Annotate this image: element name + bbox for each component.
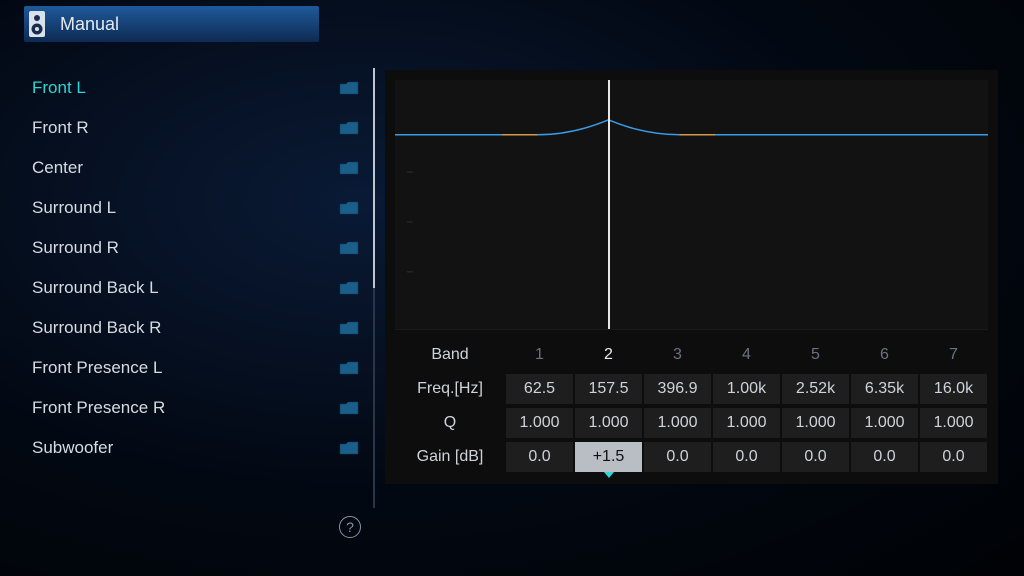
channel-label: Front L [32,78,86,98]
content: Band 1234567 Freq.[Hz] 62.5157.5396.91.0… [375,48,1024,576]
channel-label: Center [32,158,83,178]
q-cell[interactable]: 1.000 [920,408,987,438]
main: Front L Front R Center Surround L Surround R… [0,48,1024,576]
band-number[interactable]: 2 [575,340,642,370]
gain-cell[interactable]: 0.0 [713,442,780,472]
channel-label: Surround R [32,238,119,258]
eq-graph [395,80,988,330]
sidebar-item-channel[interactable]: Front Presence L [32,348,359,388]
q-label: Q [395,414,505,432]
sidebar-item-channel[interactable]: Front L [32,68,359,108]
channel-label: Front Presence L [32,358,162,378]
gain-cell[interactable]: 0.0 [782,442,849,472]
freq-row: Freq.[Hz] 62.5157.5396.91.00k2.52k6.35k1… [395,372,988,406]
eq-table: Band 1234567 Freq.[Hz] 62.5157.5396.91.0… [395,338,988,474]
gain-label: Gain [dB] [395,448,505,466]
sidebar-item-channel[interactable]: Surround Back L [32,268,359,308]
channel-label: Front R [32,118,89,138]
folder-icon [339,321,359,335]
sidebar-item-channel[interactable]: Surround L [32,188,359,228]
q-cell[interactable]: 1.000 [506,408,573,438]
channel-label: Surround Back R [32,318,161,338]
band-number[interactable]: 6 [851,340,918,370]
gain-cell[interactable]: 0.0 [644,442,711,472]
freq-cell[interactable]: 1.00k [713,374,780,404]
sidebar-item-channel[interactable]: Surround Back R [32,308,359,348]
page-title: Manual [60,14,119,35]
gain-cell[interactable]: 0.0 [920,442,987,472]
freq-cell[interactable]: 396.9 [644,374,711,404]
sidebar-item-channel[interactable]: Front Presence R [32,388,359,428]
header: Manual [0,0,1024,48]
channel-label: Front Presence R [32,398,165,418]
eq-panel: Band 1234567 Freq.[Hz] 62.5157.5396.91.0… [385,70,998,484]
q-cell[interactable]: 1.000 [713,408,780,438]
sidebar-item-channel[interactable]: Subwoofer [32,428,359,468]
q-cell[interactable]: 1.000 [575,408,642,438]
band-number[interactable]: 3 [644,340,711,370]
freq-cell[interactable]: 2.52k [782,374,849,404]
band-label: Band [395,346,505,364]
freq-cell[interactable]: 62.5 [506,374,573,404]
folder-icon [339,81,359,95]
sidebar-item-channel[interactable]: Surround R [32,228,359,268]
band-number[interactable]: 5 [782,340,849,370]
band-number[interactable]: 4 [713,340,780,370]
freq-label: Freq.[Hz] [395,380,505,398]
folder-icon [339,441,359,455]
folder-icon [339,361,359,375]
header-title-bar: Manual [24,6,319,42]
channel-label: Surround Back L [32,278,159,298]
gain-cell[interactable]: 0.0 [851,442,918,472]
speaker-icon [24,9,50,39]
q-cell[interactable]: 1.000 [782,408,849,438]
freq-cell[interactable]: 6.35k [851,374,918,404]
folder-icon [339,121,359,135]
gain-cell[interactable]: 0.0 [506,442,573,472]
q-row: Q 1.0001.0001.0001.0001.0001.0001.000 [395,406,988,440]
folder-icon [339,241,359,255]
sidebar-item-channel[interactable]: Center [32,148,359,188]
freq-cell[interactable]: 157.5 [575,374,642,404]
folder-icon [339,401,359,415]
channel-label: Subwoofer [32,438,113,458]
folder-icon [339,201,359,215]
channel-list[interactable]: Front L Front R Center Surround L Surround R… [32,68,375,508]
q-cell[interactable]: 1.000 [851,408,918,438]
q-cell[interactable]: 1.000 [644,408,711,438]
channel-label: Surround L [32,198,116,218]
folder-icon [339,281,359,295]
freq-cell[interactable]: 16.0k [920,374,987,404]
help-icon[interactable]: ? [339,516,361,538]
band-number[interactable]: 7 [920,340,987,370]
gain-cell[interactable]: +1.5 [575,442,642,472]
band-header-row: Band 1234567 [395,338,988,372]
gain-row: Gain [dB] 0.0+1.50.00.00.00.00.0 [395,440,988,474]
sidebar: Front L Front R Center Surround L Surround R… [0,48,375,576]
band-number[interactable]: 1 [506,340,573,370]
graph-cursor [608,80,610,329]
sidebar-item-channel[interactable]: Front R [32,108,359,148]
folder-icon [339,161,359,175]
